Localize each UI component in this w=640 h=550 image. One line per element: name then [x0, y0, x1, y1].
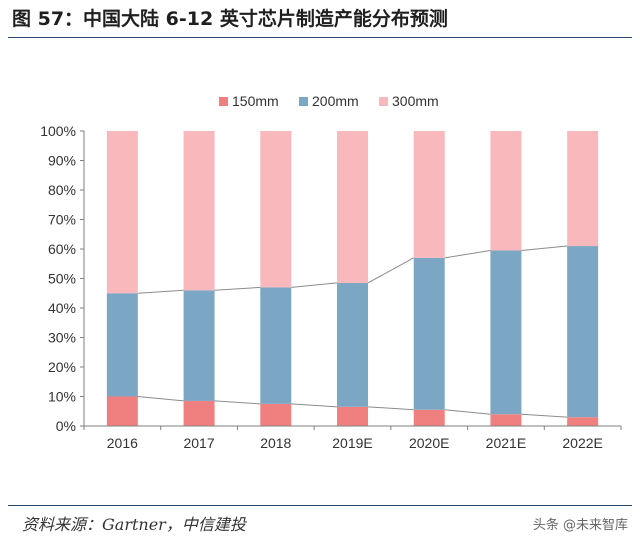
y-tick-label-1: 10% [48, 389, 76, 405]
y-tick-label-3: 30% [48, 330, 76, 346]
y-axis: 0% 10% 20% 30% 40% 50% 60% 70% 80% 90% 100% [40, 123, 85, 434]
figure-title: 图 57：中国大陆 6-12 英寸芯片制造产能分布预测 [12, 8, 448, 30]
bar-300mm-2019E [337, 131, 368, 283]
connector-200mm [137, 245, 568, 294]
bar-150mm-2019E [337, 406, 368, 426]
watermark: 头条 @未来智库 [532, 518, 628, 533]
x-tick-label-2018: 2018 [260, 435, 291, 451]
bar-200mm-2016 [106, 293, 138, 397]
x-tick-label-2016: 2016 [107, 435, 138, 451]
bar-200mm-2019E [337, 282, 368, 407]
bar-300mm-2017 [183, 131, 215, 291]
legend-swatch-200mm [299, 97, 308, 106]
connector-150mm [137, 396, 568, 418]
bar-300mm-2018 [260, 131, 292, 288]
y-tick-label-7: 70% [48, 212, 76, 228]
footer-divider [8, 505, 632, 506]
stacked-bar-chart: 150mm 200mm 300mm 0% 10% 20% 30% 40% 50% 60% 70% 8… [40, 93, 622, 451]
title-divider [8, 37, 632, 38]
y-tick-label-6: 60% [48, 241, 76, 257]
x-tick-label-2022E: 2022E [562, 435, 602, 451]
legend-label-200mm: 200mm [312, 93, 359, 109]
x-tick-label-2020E: 2020E [409, 435, 449, 451]
y-tick-label-2: 20% [48, 359, 76, 375]
bar-150mm-2017 [183, 400, 215, 426]
bar-200mm-2020E [413, 257, 445, 410]
legend-swatch-150mm [219, 97, 228, 106]
bar-300mm-2022E [567, 131, 599, 247]
x-tick-label-2017: 2017 [183, 435, 214, 451]
bar-150mm-2016 [106, 396, 138, 426]
bar-150mm-2021E [490, 414, 522, 426]
y-tick-label-9: 90% [48, 153, 76, 169]
x-tick-label-2021E: 2021E [486, 435, 526, 451]
bar-200mm-2022E [567, 246, 599, 418]
bar-150mm-2022E [567, 417, 599, 426]
x-axis: 2016 2017 2018 2019E 2020E 2021E 2022E [83, 425, 622, 451]
source-note: 资料来源：Gartner，中信建投 [22, 515, 246, 534]
y-tick-label-0: 0% [56, 418, 76, 434]
bar-200mm-2018 [260, 287, 292, 404]
series-connector-layer [137, 245, 568, 418]
bar-300mm-2016 [106, 131, 138, 294]
bar-150mm-2020E [413, 409, 445, 426]
legend-label-300mm: 300mm [392, 93, 439, 109]
x-tick-label-2019E: 2019E [332, 435, 372, 451]
y-tick-label-8: 80% [48, 182, 76, 198]
bar-300mm-2020E [413, 131, 445, 258]
bar-layer [106, 131, 599, 426]
legend-label-150mm: 150mm [232, 93, 279, 109]
chart-legend: 150mm 200mm 300mm [219, 93, 439, 109]
bar-200mm-2017 [183, 290, 215, 401]
bar-300mm-2021E [490, 131, 522, 251]
bar-150mm-2018 [260, 403, 292, 426]
y-tick-label-5: 50% [48, 271, 76, 287]
legend-swatch-300mm [379, 97, 388, 106]
bar-200mm-2021E [490, 250, 522, 415]
y-tick-label-4: 40% [48, 300, 76, 316]
y-tick-label-10: 100% [40, 123, 76, 139]
